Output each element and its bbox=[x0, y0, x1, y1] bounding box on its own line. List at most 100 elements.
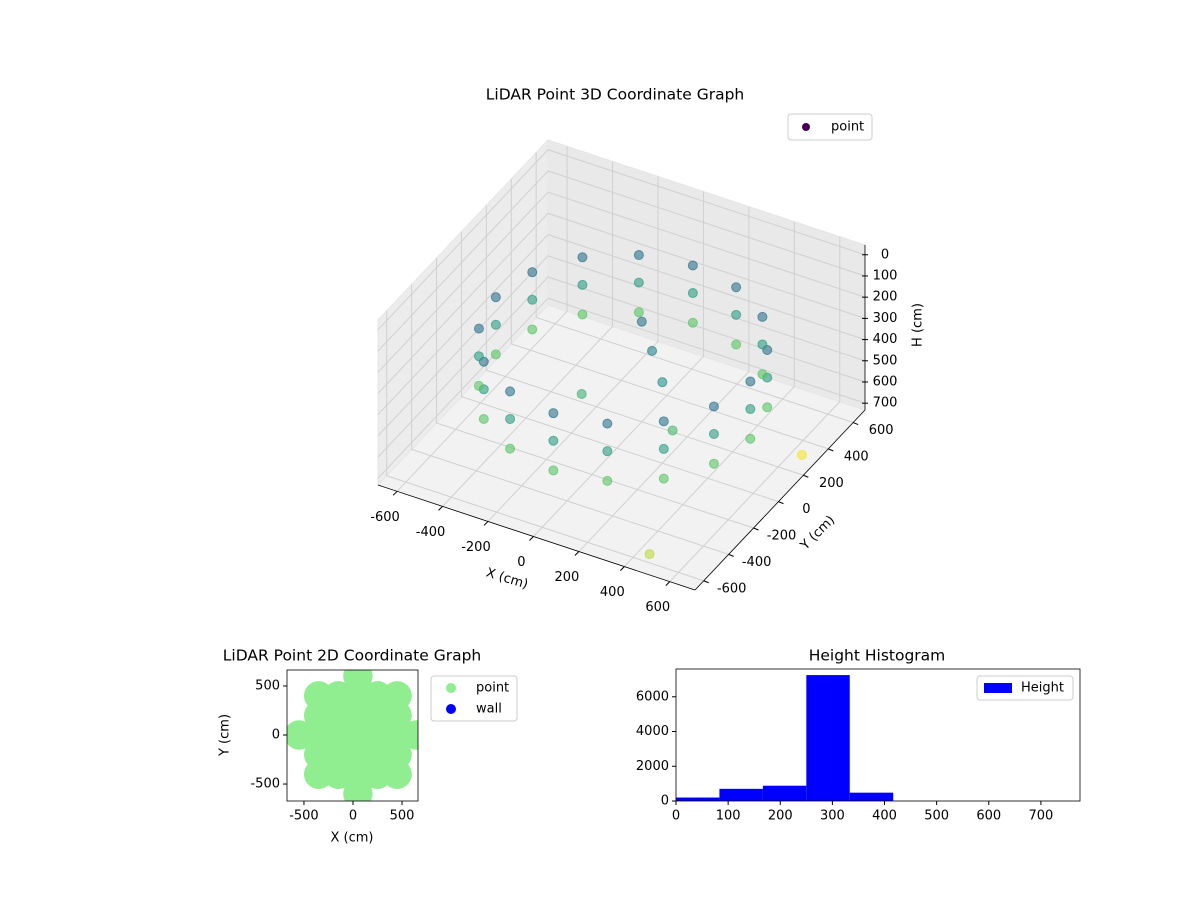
tick-mark bbox=[483, 521, 489, 526]
point bbox=[382, 681, 412, 711]
grid-line bbox=[442, 161, 614, 507]
grid-line bbox=[485, 205, 804, 476]
z-tick-label: 100 bbox=[873, 268, 898, 283]
grid-line bbox=[578, 206, 750, 552]
y-tick-label: 600 bbox=[869, 423, 894, 438]
point bbox=[687, 260, 698, 271]
chart-title: LiDAR Point 3D Coordinate Graph bbox=[486, 86, 744, 104]
point bbox=[796, 449, 807, 460]
x-tick-label: 300 bbox=[820, 809, 845, 824]
x-tick-label: 400 bbox=[600, 585, 625, 600]
legend-marker bbox=[446, 683, 456, 693]
legend-marker bbox=[802, 123, 810, 131]
point bbox=[731, 282, 742, 293]
grid-line bbox=[510, 178, 829, 450]
tick-mark bbox=[619, 566, 625, 571]
tick-mark bbox=[392, 490, 398, 496]
z-tick-label: 300 bbox=[873, 311, 898, 326]
point bbox=[343, 670, 373, 691]
y-tick-label: -400 bbox=[742, 555, 772, 570]
x-tick-label: 700 bbox=[1028, 809, 1053, 824]
y-axis-label: Y (cm) bbox=[218, 714, 233, 757]
legend-marker bbox=[446, 704, 456, 714]
point bbox=[658, 443, 669, 454]
z-tick-label: 500 bbox=[873, 353, 898, 368]
point bbox=[745, 404, 756, 415]
legend-label: Height bbox=[1021, 681, 1064, 696]
y-tick-label: 500 bbox=[255, 678, 280, 693]
x-tick-label: 400 bbox=[872, 809, 897, 824]
axis-line bbox=[377, 484, 696, 591]
point bbox=[577, 252, 588, 263]
point bbox=[548, 435, 559, 446]
grid-line bbox=[377, 297, 866, 479]
grid-line bbox=[533, 191, 704, 537]
point bbox=[633, 250, 644, 261]
point bbox=[577, 309, 588, 320]
point bbox=[644, 549, 655, 560]
grid-line bbox=[377, 149, 866, 331]
y-tick-label: -200 bbox=[767, 529, 797, 544]
point bbox=[505, 443, 516, 454]
point bbox=[667, 425, 678, 436]
point bbox=[473, 351, 484, 362]
x-tick-label: 200 bbox=[554, 570, 579, 585]
point bbox=[745, 376, 756, 387]
x-tick-label: 100 bbox=[716, 809, 741, 824]
y-tick-label: 0 bbox=[802, 502, 810, 517]
legend-label: point bbox=[476, 681, 509, 696]
grid-line bbox=[535, 152, 854, 424]
grid-line bbox=[460, 231, 779, 503]
chart-title: LiDAR Point 2D Coordinate Graph bbox=[223, 647, 481, 665]
grid-line bbox=[623, 221, 795, 567]
tick-mark bbox=[778, 501, 784, 505]
y-tick-label: 0 bbox=[272, 728, 280, 743]
point bbox=[708, 458, 719, 469]
y-tick-label: 4000 bbox=[636, 724, 669, 739]
tick-mark bbox=[529, 536, 534, 541]
grid-line bbox=[669, 236, 841, 582]
y-tick-label: 400 bbox=[844, 449, 869, 464]
point bbox=[602, 418, 613, 429]
point bbox=[490, 292, 501, 303]
chart-title: Height Histogram bbox=[809, 647, 946, 665]
point bbox=[757, 339, 768, 350]
point bbox=[548, 465, 559, 476]
z-tick-label: 700 bbox=[873, 396, 898, 411]
point bbox=[505, 413, 516, 424]
point bbox=[762, 402, 773, 413]
y-tick-label: 2000 bbox=[636, 759, 669, 774]
y-tick-label: 0 bbox=[661, 794, 669, 809]
point bbox=[745, 433, 756, 444]
point bbox=[708, 401, 719, 412]
point bbox=[527, 267, 538, 278]
grid-line bbox=[377, 212, 866, 394]
x-tick-label: 600 bbox=[976, 809, 1001, 824]
grid-line bbox=[377, 170, 866, 352]
point bbox=[548, 408, 559, 419]
grid-line bbox=[487, 176, 659, 522]
x-tick-label: -400 bbox=[416, 525, 446, 540]
tick-mark bbox=[728, 553, 734, 557]
tick-mark bbox=[828, 448, 834, 452]
x-tick-label: -600 bbox=[370, 510, 400, 525]
legend-box bbox=[787, 113, 873, 141]
tick-mark bbox=[803, 474, 809, 478]
point bbox=[708, 429, 719, 440]
tick-mark bbox=[852, 422, 859, 425]
point bbox=[602, 446, 613, 457]
point bbox=[633, 277, 644, 288]
legend-label: point bbox=[831, 120, 864, 135]
point bbox=[527, 294, 538, 305]
grid-line bbox=[386, 310, 704, 582]
tick-mark bbox=[753, 527, 759, 531]
tick-mark bbox=[438, 506, 443, 511]
tick-mark bbox=[574, 551, 580, 556]
bar bbox=[676, 797, 720, 801]
x-axis-label: X (cm) bbox=[331, 831, 374, 846]
tick-mark bbox=[703, 580, 709, 584]
grid-line bbox=[411, 284, 729, 555]
x-tick-label: 0 bbox=[517, 555, 525, 570]
point bbox=[687, 317, 698, 328]
bar bbox=[762, 785, 807, 801]
